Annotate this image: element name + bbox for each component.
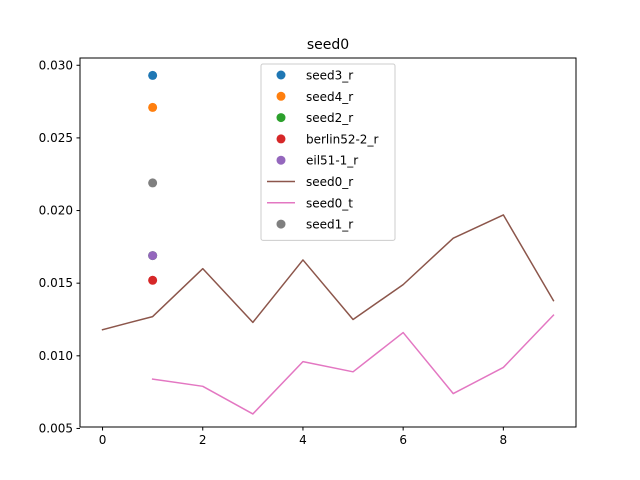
y-tick-label: 0.030 [39,58,73,72]
x-tick-label: 8 [500,433,508,447]
data-point-berlin52-2-r [148,275,158,285]
y-tick-label: 0.010 [39,349,73,363]
legend-swatch-seed3-r [276,70,286,80]
plot-area [101,70,555,415]
legend-swatch-seed4-r [276,91,286,101]
series-line-seed0-r [101,214,555,331]
y-tick-label: 0.005 [39,421,73,435]
legend-swatch-eil51-1-r [276,155,286,165]
x-tick-label: 0 [99,433,107,447]
legend-swatch-seed2-r [276,113,286,123]
plot-frame [79,57,577,428]
legend-label-seed0-r: seed0_r [306,175,353,189]
legend-label-berlin52-2-r: berlin52-2_r [306,132,378,146]
legend-label-eil51-1-r: eil51-1_r [306,154,358,168]
series-line-seed0-t [151,314,555,415]
chart-title: seed0 [307,37,349,53]
legend-swatch-berlin52-2-r [276,134,286,144]
legend-label-seed0-t: seed0_t [306,196,353,210]
data-point-seed3-r [148,70,158,80]
x-tick-label: 4 [299,433,307,447]
data-point-seed1-r [148,178,158,188]
legend-label-seed4-r: seed4_r [306,90,353,104]
legend: seed3_r seed4_r seed2_r berlin52-2_r eil51-1… [260,63,396,241]
axes: 0 2 4 6 8 0.005 0.010 0.015 0.020 0.025 0.030 [39,57,577,447]
legend-box [260,63,396,241]
legend-swatch-seed1-r [276,219,286,229]
y-tick-label: 0.015 [39,276,73,290]
x-tick-label: 6 [399,433,407,447]
legend-label-seed1-r: seed1_r [306,218,353,232]
x-tick-label: 2 [199,433,207,447]
data-point-eil51-1-r [148,251,158,261]
y-tick-label: 0.025 [39,131,73,145]
legend-label-seed3-r: seed3_r [306,69,353,83]
legend-label-seed2-r: seed2_r [306,111,353,125]
y-tick-label: 0.020 [39,204,73,218]
data-point-seed4-r [148,102,158,112]
